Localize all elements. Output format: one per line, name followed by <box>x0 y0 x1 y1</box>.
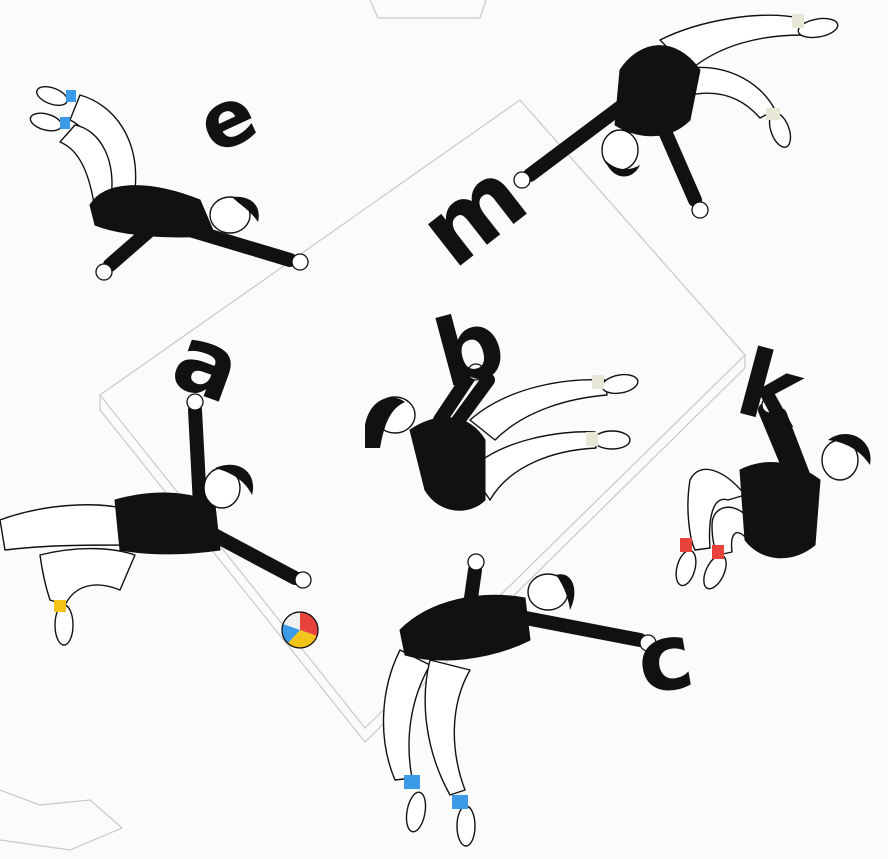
bottom-shape-outline <box>0 789 124 851</box>
figure-c-hair <box>556 574 575 610</box>
figure-c-leg-2 <box>424 659 471 796</box>
figure-a-sock <box>54 600 66 612</box>
figure-b-arm-right <box>448 373 495 432</box>
figure-e-head <box>209 196 251 234</box>
figure-m-arm-left <box>523 93 637 182</box>
figure-c-arm-right <box>503 608 647 647</box>
figure-m-shoe-1 <box>797 17 839 39</box>
figure-c-hand-up <box>467 553 485 571</box>
top-shape-outline <box>369 0 487 19</box>
figure-a-torso <box>114 492 221 555</box>
figure-a-leg-1 <box>0 504 131 551</box>
figure-a-hair <box>215 464 254 495</box>
figure-e-arm-right <box>183 223 297 267</box>
figure-k: k <box>675 329 871 590</box>
figure-c-sock-2 <box>452 795 468 809</box>
figure-e-sock-2 <box>60 117 70 129</box>
figure-k-leg-1 <box>687 468 746 551</box>
figure-c-torso <box>399 594 531 661</box>
figure-e-sock-1 <box>66 90 76 102</box>
figure-e-hair <box>232 196 259 222</box>
beach-ball-blue <box>282 624 300 643</box>
figure-b-hair <box>365 397 405 448</box>
figure-k-sock-2 <box>712 545 724 559</box>
beach-ball-yellow <box>288 630 317 648</box>
figure-a-arm-up <box>188 403 207 512</box>
figure-e-shoe-1 <box>36 86 68 106</box>
figure-c-shoe-2 <box>456 805 476 847</box>
figure-k-sock-1 <box>680 538 692 552</box>
figure-m-hand-right <box>691 201 709 219</box>
background-platform <box>0 0 746 851</box>
figure-k-shoe-1 <box>675 549 697 587</box>
figure-a-hand-right <box>294 571 312 589</box>
figure-b-shoe-1 <box>601 373 639 395</box>
figure-c-leg-1 <box>382 649 431 781</box>
figure-a-arm-right <box>198 523 302 585</box>
platform-edge <box>99 355 746 743</box>
figure-b-sock-1 <box>592 375 604 389</box>
figure-k-torso <box>739 462 821 559</box>
figure-k-arm-2 <box>773 408 812 487</box>
figure-k-hand <box>761 396 779 414</box>
figure-k-arm-1 <box>758 403 797 477</box>
letter-m: m <box>399 139 547 289</box>
letter-k: k <box>727 329 816 449</box>
figure-e-shoe-2 <box>29 112 63 132</box>
figure-e-hand-right <box>291 253 309 271</box>
figure-e-arm-left <box>103 223 157 272</box>
figure-m-hand-left <box>513 171 531 189</box>
figure-b-sock-2 <box>586 432 598 446</box>
letter-e: e <box>184 68 270 172</box>
figure-b-torso <box>409 417 486 511</box>
letter-b: b <box>424 288 515 408</box>
figure-b-leg-2 <box>469 431 597 501</box>
figure-c-arm-up <box>463 563 482 612</box>
figure-a: a <box>0 303 312 646</box>
figure-m-sock-2 <box>766 108 780 120</box>
figure-m: m <box>399 14 839 289</box>
letter-a: a <box>160 303 255 425</box>
figure-a-hand-up <box>186 393 204 411</box>
figure-c-sock-1 <box>404 775 420 789</box>
figure-c-shoe-1 <box>405 791 427 833</box>
figure-a-leg-2 <box>39 547 136 606</box>
figure-m-sock-1 <box>792 14 804 28</box>
figure-m-torso <box>614 45 701 137</box>
figure-b: b <box>365 288 639 511</box>
figure-c: c <box>382 553 701 847</box>
beach-ball <box>281 611 319 649</box>
figure-k-hair <box>828 434 871 465</box>
figure-e-hand-left <box>95 263 113 281</box>
letter-c: c <box>629 601 701 716</box>
figure-b-arm-left <box>433 368 477 427</box>
figure-m-hair <box>605 160 640 177</box>
figure-m-arm-right <box>653 113 702 207</box>
figure-b-hand <box>467 363 485 381</box>
beach-ball-outline <box>281 611 319 649</box>
beach-ball-red <box>300 612 319 636</box>
figure-b-shoe-2 <box>593 430 631 450</box>
figure-e: e <box>29 68 309 281</box>
figure-c-hand-right <box>639 634 657 652</box>
